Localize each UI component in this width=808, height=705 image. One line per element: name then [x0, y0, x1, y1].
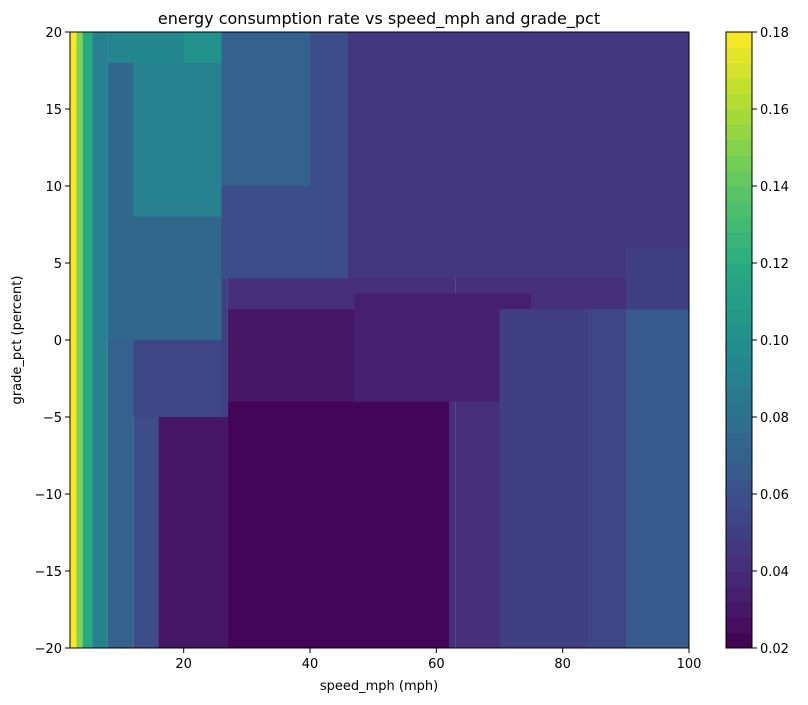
colorbar-level: [726, 124, 752, 141]
colorbar-level: [726, 540, 752, 557]
x-tick-label: 20: [175, 657, 192, 672]
heatmap-region: [76, 32, 83, 648]
colorbar-level: [726, 47, 752, 64]
colorbar-level: [726, 232, 752, 249]
x-tick-label: 60: [428, 657, 445, 672]
colorbar-level: [726, 617, 752, 634]
y-tick-label: 5: [54, 257, 62, 272]
colorbar-level: [726, 370, 752, 387]
colorbar-level: [726, 324, 752, 341]
colorbar-level: [726, 170, 752, 187]
colorbar-tick-label: 0.06: [760, 488, 789, 503]
y-axis: −20 −15 −10 −5 0 5 10 15 20: [35, 26, 70, 657]
heatmap-region: [70, 32, 77, 648]
colorbar-level: [726, 93, 752, 110]
colorbar-level: [726, 401, 752, 418]
colorbar-level: [726, 278, 752, 295]
heatmap-region: [92, 32, 108, 648]
colorbar-level: [726, 555, 752, 572]
x-tick-label: 100: [677, 657, 702, 672]
colorbar-level: [726, 447, 752, 464]
plot-area: [70, 32, 689, 648]
colorbar-level: [726, 155, 752, 172]
colorbar-level: [726, 417, 752, 433]
heatmap-region: [82, 32, 93, 648]
y-tick-label: −20: [35, 642, 62, 657]
x-axis-label: speed_mph (mph): [320, 679, 438, 694]
colorbar-level: [726, 355, 752, 372]
heatmap-region: [347, 32, 689, 279]
colorbar-level: [726, 32, 752, 48]
colorbar-level: [726, 216, 752, 233]
colorbar-level: [726, 494, 752, 510]
heatmap-region: [625, 309, 689, 648]
colorbar-level: [726, 293, 752, 310]
colorbar-tick-label: 0.12: [760, 257, 789, 272]
colorbar-level: [726, 186, 752, 202]
y-tick-label: −5: [43, 411, 62, 426]
heatmap-region: [158, 417, 228, 648]
colorbar-level: [726, 309, 752, 326]
y-axis-label: grade_pct (percent): [10, 276, 25, 405]
x-tick-label: 80: [554, 657, 571, 672]
colorbar-level: [726, 478, 752, 495]
colorbar: 0.02 0.04 0.06 0.08 0.10 0.12 0.14 0.16 0.18: [725, 26, 789, 657]
x-axis: 20 40 60 80 100: [175, 648, 701, 672]
y-tick-label: 20: [45, 26, 62, 41]
colorbar-level: [726, 509, 752, 526]
heatmap-region: [587, 309, 626, 648]
colorbar-level: [726, 78, 752, 95]
heatmap-region: [107, 32, 184, 63]
y-tick-label: 10: [45, 180, 62, 195]
chart-title: energy consumption rate vs speed_mph and…: [158, 9, 600, 29]
colorbar-level: [726, 62, 752, 79]
colorbar-level: [726, 386, 752, 403]
colorbar-level: [726, 201, 752, 218]
colorbar-level: [726, 524, 752, 541]
colorbar-tick-label: 0.16: [760, 103, 789, 118]
colorbar-level: [726, 139, 752, 156]
y-tick-label: −10: [35, 488, 62, 503]
heatmap-region: [227, 309, 355, 402]
heatmap-region: [227, 401, 449, 648]
x-tick-label: 40: [302, 657, 319, 672]
y-tick-label: 0: [54, 334, 62, 349]
y-tick-label: −15: [35, 565, 62, 580]
colorbar-level: [726, 601, 752, 618]
colorbar-tick-label: 0.18: [760, 26, 789, 41]
colorbar-level: [726, 432, 752, 449]
y-tick-label: 15: [45, 103, 62, 118]
colorbar-level: [726, 632, 752, 649]
heatmap-region: [133, 340, 222, 417]
colorbar-tick-label: 0.14: [760, 180, 789, 195]
colorbar-level: [726, 463, 752, 480]
heatmap-region: [625, 247, 689, 310]
colorbar-tick-label: 0.02: [760, 642, 789, 657]
colorbar-tick-label: 0.04: [760, 565, 789, 580]
colorbar-tick-label: 0.08: [760, 411, 789, 426]
heatmap-region: [221, 32, 311, 186]
colorbar-tick-label: 0.10: [760, 334, 789, 349]
colorbar-level: [726, 263, 752, 279]
colorbar-level: [726, 109, 752, 125]
colorbar-level: [726, 586, 752, 603]
colorbar-level: [726, 340, 752, 356]
heatmap-region: [499, 309, 588, 648]
colorbar-level: [726, 247, 752, 264]
colorbar-level: [726, 571, 752, 587]
